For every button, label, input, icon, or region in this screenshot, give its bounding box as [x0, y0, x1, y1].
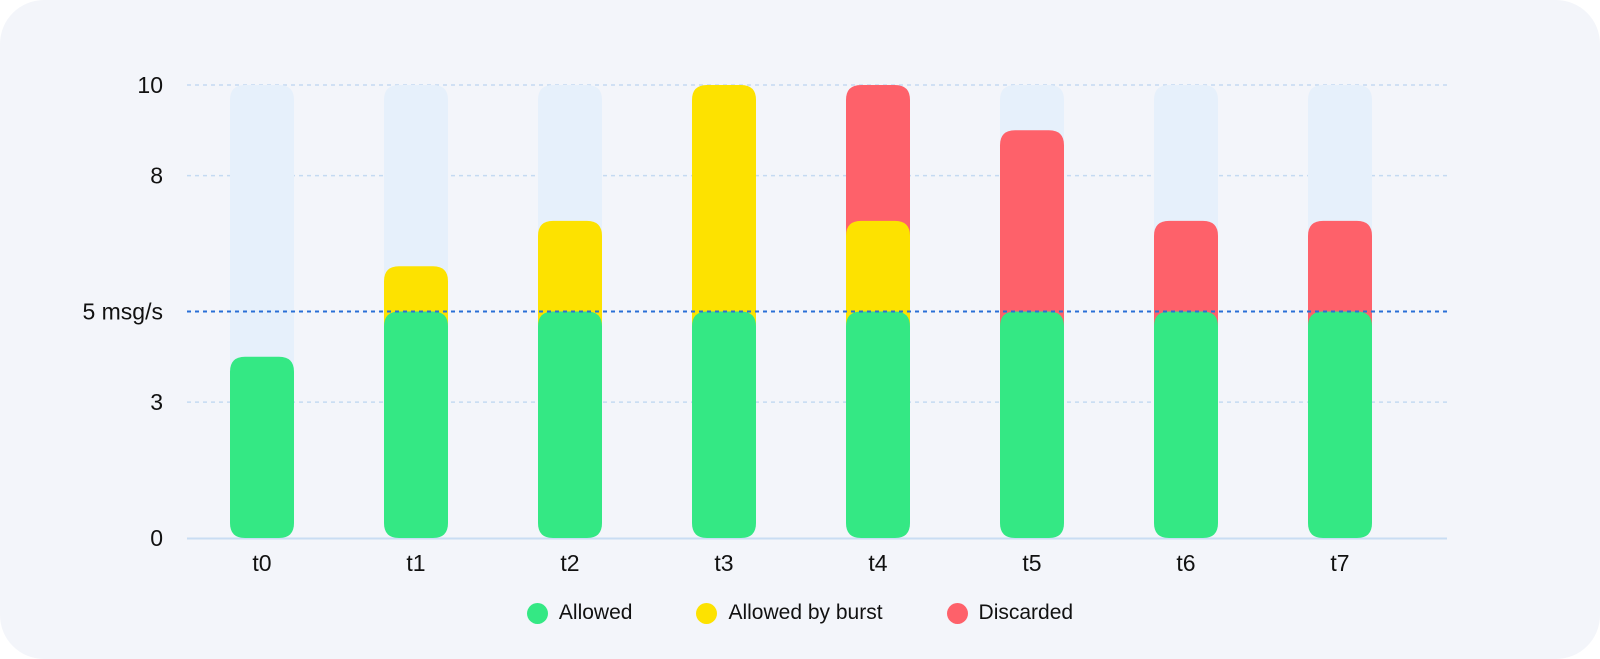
bar-segment-allowed-by-burst: [846, 220, 910, 327]
x-tick-label: t3: [714, 550, 733, 576]
bar-segment-allowed: [230, 356, 294, 538]
bar-segment-allowed: [1308, 311, 1372, 538]
y-tick-label: 3: [150, 389, 163, 415]
bar-segment-allowed: [1154, 311, 1218, 538]
y-tick-label: 0: [150, 525, 163, 551]
legend-swatch-allowed: [526, 602, 548, 624]
legend-item-discarded: Discarded: [946, 601, 1074, 625]
bar-segment-allowed: [384, 311, 448, 538]
x-tick-label: t5: [1022, 550, 1041, 576]
x-tick-label: t6: [1176, 550, 1195, 576]
legend-item-allowed-by-burst: Allowed by burst: [696, 601, 883, 625]
bar-segment-discarded: [846, 85, 910, 236]
x-tick-label: t0: [252, 550, 271, 576]
legend-item-allowed: Allowed: [526, 601, 633, 625]
legend: Allowed Allowed by burst Discarded: [0, 598, 1600, 628]
legend-swatch-discarded: [946, 602, 968, 624]
y-tick-label: 10: [137, 72, 163, 98]
legend-label-allowed-by-burst: Allowed by burst: [728, 601, 883, 624]
bar-segment-allowed: [692, 311, 756, 538]
stacked-bar-chart: 0 3 5 msg/s 8 10 t0 t1 t2 t3 t4 t5 t6 t7: [82, 72, 1447, 576]
y-tick-label: 5 msg/s: [82, 299, 163, 325]
legend-swatch-allowed-by-burst: [696, 602, 718, 624]
bar-segment-allowed-by-burst: [692, 85, 756, 327]
bar-segment-discarded: [1154, 220, 1218, 327]
bar-segment-allowed: [1000, 311, 1064, 538]
bar-segment-allowed: [846, 311, 910, 538]
x-tick-label: t1: [406, 550, 425, 576]
bar-segment-allowed: [538, 311, 602, 538]
x-tick-label: t7: [1330, 550, 1349, 576]
bar-segment-discarded: [1308, 220, 1372, 327]
x-tick-label: t4: [868, 550, 887, 576]
y-tick-label: 8: [150, 163, 163, 189]
legend-label-discarded: Discarded: [978, 601, 1074, 624]
bar-segment-allowed-by-burst: [384, 266, 448, 327]
bar-segment-allowed-by-burst: [538, 220, 602, 327]
legend-label-allowed: Allowed: [558, 601, 633, 624]
bar-segment-discarded: [1000, 130, 1064, 327]
x-tick-label: t2: [560, 550, 579, 576]
